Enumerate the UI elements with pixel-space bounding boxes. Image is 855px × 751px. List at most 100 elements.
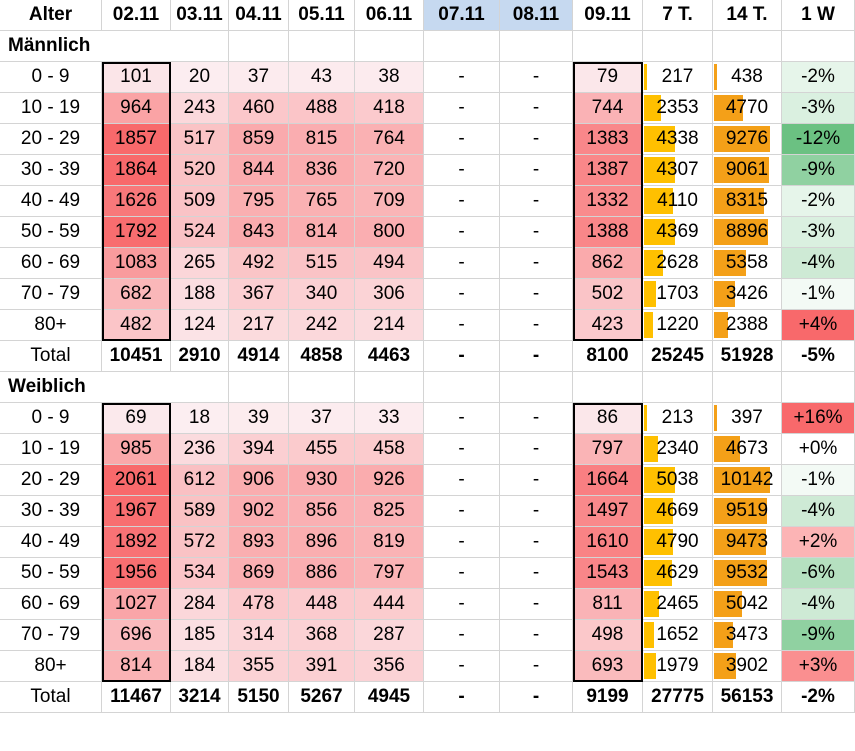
data-bar [714,312,728,338]
empty-cell [355,372,424,403]
total-cell: 3214 [171,682,229,713]
table-cell: 1967 [102,496,171,527]
sum-7-days: 5038 [643,465,713,496]
cell-text: 391 [305,655,338,676]
cell-text: 886 [305,562,338,583]
cell-text: - [532,500,540,521]
cell-text: -1% [801,469,835,490]
cell-text: 9061 [725,159,769,180]
cell-text: - [532,66,540,87]
cell-text: -2% [801,66,835,87]
table-cell: 906 [229,465,289,496]
cell-text: 4673 [725,438,769,459]
table-cell: - [500,248,573,279]
table-cell: 1857 [102,124,171,155]
cell-text: 214 [373,314,405,335]
empty-cell [229,31,289,62]
header-date: 07.11 [424,0,500,31]
total-cell: -5% [782,341,855,372]
cell-text: 985 [120,438,152,459]
empty-cell [171,31,229,62]
cell-text: -3% [801,221,835,242]
cell-text: Weiblich [8,376,86,397]
cell-text: Total [30,686,71,707]
table-cell: 458 [355,434,424,465]
table-cell: 534 [171,558,229,589]
cell-text: 1956 [114,562,158,583]
table-cell: 33 [355,403,424,434]
cell-text: 4669 [656,500,699,521]
cell-text: - [458,562,465,583]
cell-text: 4369 [656,221,699,242]
cell-text: - [532,686,540,707]
table-cell: - [500,217,573,248]
cell-text: -4% [801,500,835,521]
cell-text: 964 [120,97,152,118]
cell-text: 492 [242,252,275,273]
header-date: 14 T. [713,0,782,31]
cell-text: 1610 [586,531,629,552]
table-cell: 814 [289,217,355,248]
cell-text: 80+ [34,655,67,676]
week-change: -9% [782,620,855,651]
cell-text: - [532,190,540,211]
cell-text: 4629 [656,562,699,583]
cell-text: 744 [591,97,624,118]
cell-text: 56153 [720,686,774,707]
age-group-label: 60 - 69 [0,589,102,620]
cell-text: 8315 [725,190,769,211]
cell-text: 340 [305,283,338,304]
sum-14-days: 9473 [713,527,782,558]
table-cell: 509 [171,186,229,217]
sum-14-days: 8896 [713,217,782,248]
table-cell: 394 [229,434,289,465]
table-cell: - [424,403,500,434]
cell-text: +16% [793,407,843,428]
cell-text: 815 [305,128,338,149]
data-bar [714,467,770,493]
age-group-label: 80+ [0,310,102,341]
cell-text: -9% [801,159,835,180]
cell-text: 869 [242,562,275,583]
total-cell: 4858 [289,341,355,372]
cell-text: 696 [120,624,152,645]
cell-text: 217 [242,314,275,335]
table-cell: 217 [229,310,289,341]
cell-text: 524 [183,221,216,242]
total-cell: - [500,682,573,713]
table-cell: - [424,93,500,124]
total-cell: 4914 [229,341,289,372]
table-cell: - [424,62,500,93]
cell-text: 265 [183,252,216,273]
cell-text: 4463 [367,345,411,366]
data-bar [714,591,742,617]
cell-text: 1332 [586,190,629,211]
table-cell: 498 [573,620,643,651]
table-cell: - [500,620,573,651]
empty-cell [782,31,855,62]
table-cell: 1956 [102,558,171,589]
cell-text: 86 [596,407,619,428]
cell-text: 2465 [656,593,699,614]
data-bar [714,653,736,679]
cell-text: - [458,686,465,707]
empty-cell [424,31,500,62]
cell-text: 814 [305,221,338,242]
cell-text: 02.11 [112,4,160,25]
empty-cell [171,372,229,403]
cell-text: 14 T. [726,4,768,25]
week-change: -6% [782,558,855,589]
data-bar [644,219,675,245]
total-cell: 11467 [102,682,171,713]
table-cell: 478 [229,589,289,620]
empty-cell [713,372,782,403]
cell-text: 797 [591,438,624,459]
data-bar [714,188,764,214]
total-cell: 27775 [643,682,713,713]
cell-text: 455 [305,438,338,459]
cell-text: 8896 [725,221,769,242]
cell-text: -6% [801,562,835,583]
cell-text: 1388 [586,221,629,242]
cell-text: -3% [801,97,835,118]
cell-text: 60 - 69 [20,593,81,614]
